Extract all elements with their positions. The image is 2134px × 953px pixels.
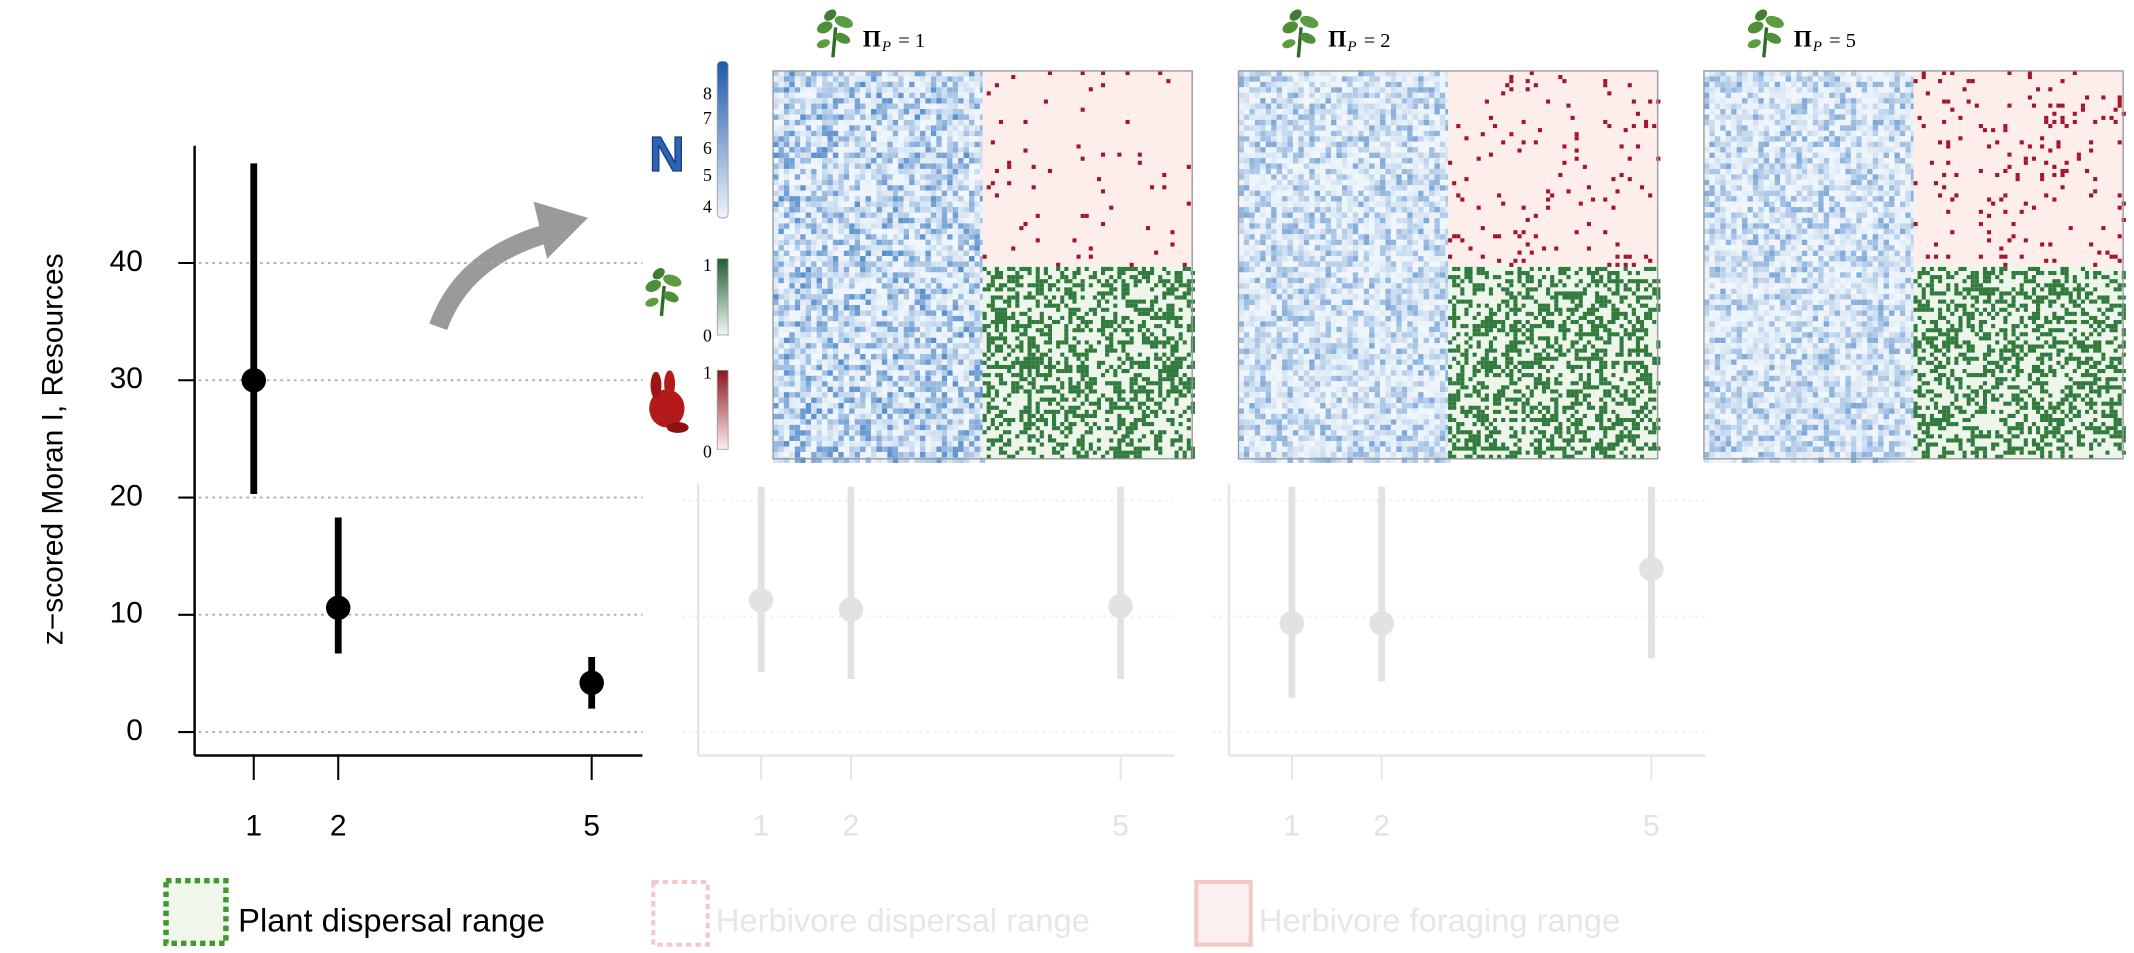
colorbar [716,60,729,219]
colorbar [716,369,729,450]
x-tick-label: 5 [1112,810,1129,843]
y-axis-label: z−scored Moran I, Resources [36,253,69,645]
y-tick-label: 40 [110,245,143,278]
colorbar-tick-label: 8 [703,83,712,103]
legend-swatch [651,880,710,947]
y-tick-label: 0 [126,714,143,747]
panel-title: = 5 [1829,30,1856,52]
legend-label: Plant dispersal range [238,902,545,939]
point [838,597,864,622]
panel-title: P [881,39,891,55]
panel-title: Π [863,26,881,52]
colorbar-tick-label: 1 [703,362,712,382]
point [241,368,267,393]
plant-icon [1744,5,1788,60]
panel-title: Π [1794,26,1812,52]
point [1369,611,1394,636]
y-tick-label: 30 [110,362,143,395]
arrow-head [533,201,588,259]
colorbar-tick-label: 0 [703,326,712,346]
x-tick-label: 1 [245,810,262,843]
x-tick-label: 5 [583,810,600,843]
colorbar-tick-label: 4 [703,196,712,216]
y-tick-label: 10 [110,597,143,630]
x-tick-label: 2 [330,810,347,843]
x-tick-label: 2 [1373,810,1390,843]
chart: 1 2 5 [1212,483,1706,843]
rabbit-icon [649,370,689,433]
heatmap-panel: Π P = 1 [772,5,1195,463]
point [1279,611,1305,636]
colorbar [716,258,729,336]
legend-label: Herbivore foraging range [1259,902,1620,939]
x-tick-label: 5 [1643,810,1660,843]
n-icon: N [649,128,684,182]
chart: 1 2 5 [681,483,1175,843]
point [579,670,604,696]
panel-title: = 2 [1364,30,1391,52]
x-tick-label: 1 [753,810,770,843]
arrow [429,225,548,331]
panel-border [1237,70,1659,460]
panel-title: P [1346,39,1356,55]
panel-border [772,70,1193,460]
plant-icon [1278,5,1322,60]
heatmap-panel: Π P = 2 [1237,5,1661,463]
point [325,595,351,621]
point [1108,593,1133,619]
x-tick-label: 1 [1284,810,1301,843]
colorbar-tick-label: 6 [703,138,712,158]
legend-swatch [1194,880,1253,947]
colorbar-tick-label: 5 [703,165,712,185]
chart: 0 10 20 30 40 1 2 5 [110,145,643,843]
plant-icon [813,5,857,60]
plant-icon [641,263,685,318]
panel-border [1703,70,2124,460]
colorbar-tick-label: 7 [703,108,712,128]
point [1639,556,1664,582]
heatmap-panel: Π P = 5 [1703,5,2126,463]
colorbar-tick-label: 0 [703,441,712,461]
herbivore-area [1448,70,1658,266]
point [748,588,774,613]
y-tick-label: 20 [110,479,143,512]
x-tick-label: 2 [843,810,860,843]
herbivore-area [982,70,1193,266]
panel-title: = 1 [898,30,925,52]
panel-title: Π [1328,26,1346,52]
colorbar-tick-label: 1 [703,255,712,275]
legend-label: Herbivore dispersal range [716,902,1090,939]
legend-swatch [163,877,229,947]
panel-title: P [1812,39,1822,55]
